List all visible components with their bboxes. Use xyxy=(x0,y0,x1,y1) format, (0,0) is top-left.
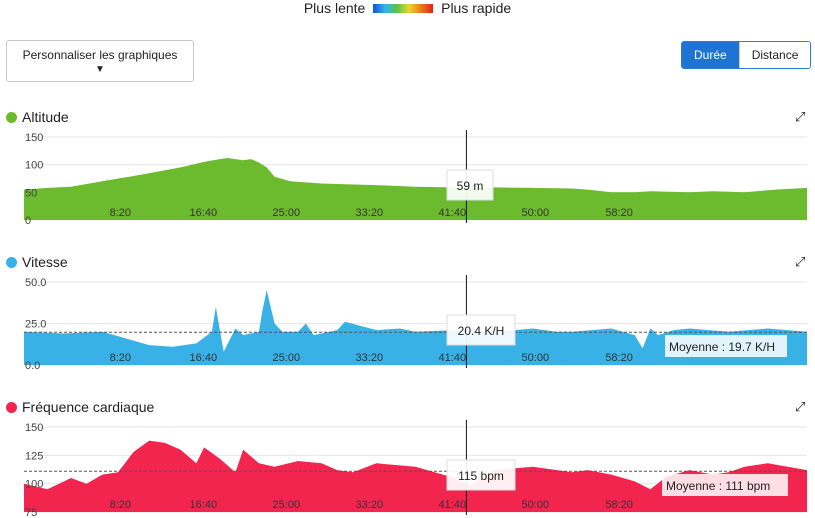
x-tick-label: 25:00 xyxy=(273,352,301,364)
cursor-tooltip-value: 20.4 K/H xyxy=(458,324,505,338)
speed-chart-title: Vitesse xyxy=(6,254,68,270)
x-tick-label: 25:00 xyxy=(273,499,301,511)
axis-mode-toggle[interactable]: Durée Distance xyxy=(681,41,812,69)
altitude-chart[interactable]: 150 100 50 0 8:20 16:40 25:00 33:20 41:40 50:00 58… xyxy=(0,130,815,227)
heart-rate-expand-icon[interactable]: ⤢ xyxy=(795,399,806,414)
customize-charts-dropdown[interactable]: Personnaliser les graphiques ▼ xyxy=(6,40,194,82)
cursor-tooltip-value: 59 m xyxy=(457,179,484,193)
x-tick-label: 16:40 xyxy=(190,352,218,364)
x-tick-label: 41:40 xyxy=(439,499,467,511)
caret-down-icon: ▼ xyxy=(95,64,105,75)
speed-color-legend: Plus lente Plus rapide xyxy=(0,0,815,16)
y-tick-label: 0 xyxy=(25,215,31,227)
y-tick-label: 150 xyxy=(25,132,43,144)
heart-rate-chart-title: Fréquence cardiaque xyxy=(6,399,154,415)
x-tick-label: 33:20 xyxy=(356,352,384,364)
x-tick-label: 58:20 xyxy=(605,499,633,511)
y-tick-label: 75 xyxy=(25,507,37,518)
heart-rate-chart[interactable]: 150 125 100 75 8:20 16:40 25:00 33:20 41:40 50:00… xyxy=(0,420,815,518)
cursor-tooltip-box xyxy=(446,459,516,491)
heart-rate-dot-icon xyxy=(6,401,17,413)
x-tick-label: 33:20 xyxy=(356,499,384,511)
altitude-chart-title: Altitude xyxy=(6,109,69,125)
heart-area-series xyxy=(24,440,807,512)
x-tick-label: 41:40 xyxy=(439,207,467,219)
altitude-expand-icon[interactable]: ⤢ xyxy=(795,109,806,124)
average-label-box xyxy=(665,335,787,357)
x-tick-label: 16:40 xyxy=(190,499,218,511)
y-tick-label: 25.0 xyxy=(25,319,46,331)
x-tick-label: 41:40 xyxy=(439,352,467,364)
x-tick-label: 50:00 xyxy=(522,499,550,511)
x-tick-label: 8:20 xyxy=(110,499,131,511)
y-tick-label: 125 xyxy=(25,450,43,462)
x-tick-label: 16:40 xyxy=(190,207,218,219)
x-tick-label: 50:00 xyxy=(522,352,550,364)
duration-button[interactable]: Durée xyxy=(682,42,739,68)
legend-fast-label: Plus rapide xyxy=(441,0,512,17)
legend-slow-label: Plus lente xyxy=(303,0,366,17)
y-tick-label: 50.0 xyxy=(25,277,46,289)
speed-dot-icon xyxy=(6,256,17,268)
cursor-tooltip-box xyxy=(446,169,494,201)
altitude-title-text: Altitude xyxy=(22,109,69,125)
speed-title-text: Vitesse xyxy=(22,254,68,270)
y-tick-label: 150 xyxy=(25,422,43,434)
y-tick-label: 0.0 xyxy=(25,360,40,372)
distance-button[interactable]: Distance xyxy=(738,42,811,68)
x-tick-label: 8:20 xyxy=(110,207,131,219)
altitude-dot-icon xyxy=(6,111,17,123)
average-label: Moyenne : 19.7 K/H xyxy=(669,340,775,354)
x-tick-label: 33:20 xyxy=(356,207,384,219)
speed-gradient-bar xyxy=(373,3,434,13)
x-tick-label: 50:00 xyxy=(522,207,550,219)
y-tick-label: 100 xyxy=(25,479,43,491)
speed-area-series xyxy=(24,290,807,365)
speed-chart[interactable]: 50.0 25.0 0.0 8:20 16:40 25:00 33:20 41:40 50:00… xyxy=(0,275,815,372)
speed-expand-icon[interactable]: ⤢ xyxy=(795,254,806,269)
cursor-tooltip-value: 115 bpm xyxy=(458,469,504,483)
x-tick-label: 58:20 xyxy=(605,352,633,364)
y-tick-label: 100 xyxy=(25,160,43,172)
cursor-tooltip-box xyxy=(446,314,516,346)
average-label-box xyxy=(662,474,788,496)
x-tick-label: 8:20 xyxy=(110,352,131,364)
customize-charts-label: Personnaliser les graphiques xyxy=(22,48,178,62)
x-tick-label: 58:20 xyxy=(605,207,633,219)
average-label: Moyenne : 111 bpm xyxy=(666,479,770,493)
y-tick-label: 50 xyxy=(25,187,37,199)
altitude-area-series xyxy=(24,158,807,220)
heart-rate-title-text: Fréquence cardiaque xyxy=(22,399,155,415)
x-tick-label: 25:00 xyxy=(273,207,301,219)
